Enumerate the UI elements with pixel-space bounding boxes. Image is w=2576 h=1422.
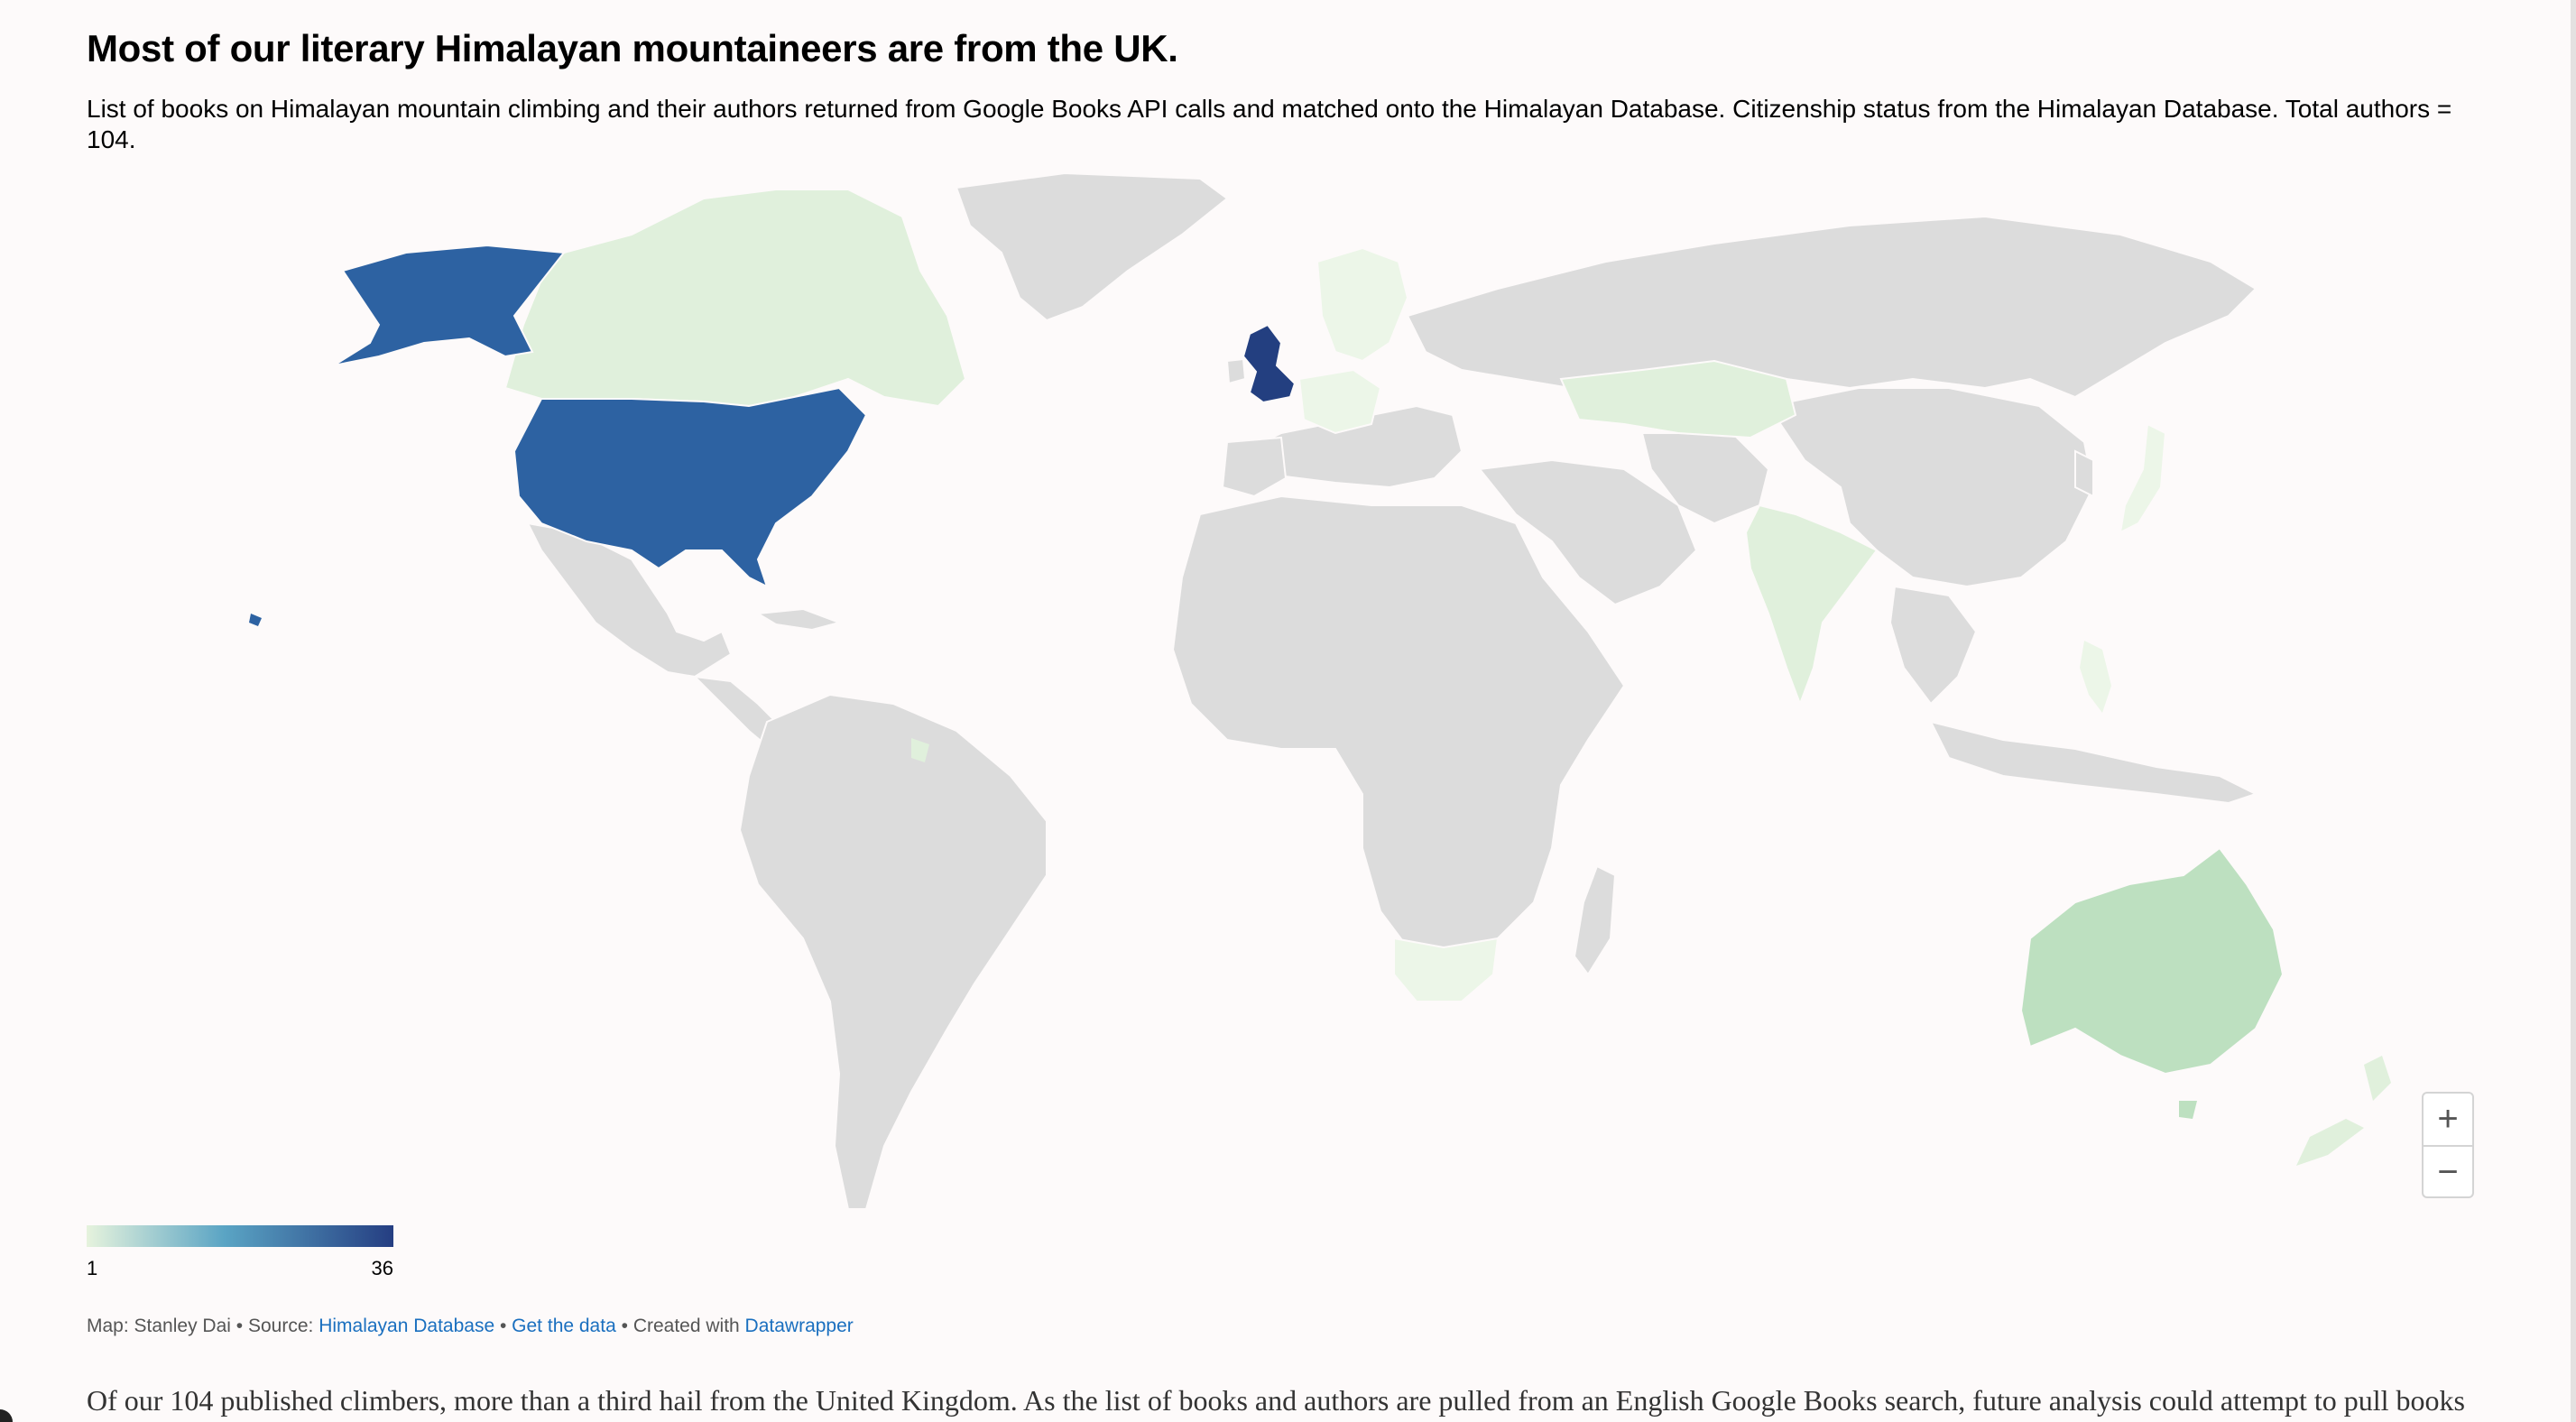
region-africa: [1171, 494, 1626, 958]
region-mexico: [526, 522, 733, 679]
zoom-out-button[interactable]: −: [2424, 1145, 2472, 1198]
region-philippines: [2080, 641, 2111, 713]
region-canada: [503, 189, 967, 408]
region-iberia: [1221, 436, 1288, 498]
region-cuba: [754, 607, 843, 632]
region-korea: [2074, 449, 2094, 498]
region-australia: [2019, 846, 2285, 1076]
region-india: [1744, 503, 1879, 706]
region-greenland: [955, 171, 1229, 322]
region-china: [1767, 387, 2095, 588]
region-alaska: [333, 244, 566, 366]
region-japan: [2119, 422, 2167, 534]
region-tasmania: [2179, 1101, 2197, 1119]
source-prefix: Source:: [247, 1316, 314, 1336]
datawrapper-link[interactable]: Datawrapper: [744, 1316, 854, 1336]
region-usa: [512, 386, 868, 588]
legend-max-label: 36: [371, 1257, 393, 1279]
region-middle-east: [1478, 458, 1698, 606]
footer-separator: •: [235, 1316, 244, 1336]
region-scandinavia: [1316, 246, 1409, 363]
region-hawaii: [249, 614, 262, 626]
article-body-text: Of our 104 published climbers, more than…: [87, 1384, 2465, 1417]
region-central-asia: [1640, 432, 1770, 525]
legend-gradient: [87, 1225, 393, 1247]
footer-separator: •: [621, 1316, 628, 1336]
footer-separator: •: [499, 1316, 507, 1336]
chart-description: List of books on Himalayan mountain clim…: [87, 95, 2452, 153]
created-with-prefix: Created with: [632, 1316, 740, 1336]
region-kazakhstan: [1559, 359, 1797, 439]
color-legend: 1 36: [87, 1225, 393, 1284]
region-uk: [1242, 323, 1297, 404]
region-new-zealand: [2296, 1056, 2391, 1166]
get-data-link[interactable]: Get the data: [512, 1316, 616, 1336]
region-madagascar: [1573, 864, 1617, 976]
window-corner: [0, 1409, 13, 1422]
chart-footer: Map: Stanley Dai • Source: Himalayan Dat…: [87, 1316, 854, 1337]
region-south-america: [738, 693, 1048, 1210]
window-edge: [2571, 0, 2576, 1422]
zoom-in-button[interactable]: +: [2437, 1099, 2459, 1139]
source-link[interactable]: Himalayan Database: [319, 1316, 495, 1336]
region-southeast-asia: [1888, 585, 1978, 706]
region-ireland: [1225, 357, 1247, 385]
world-map[interactable]: [0, 162, 2576, 1227]
region-central-europe: [1297, 368, 1382, 435]
map-credit: Map: Stanley Dai: [87, 1316, 231, 1336]
zoom-control: + −: [2422, 1092, 2474, 1198]
region-guyana: [911, 738, 929, 762]
region-indonesia: [1929, 720, 2258, 805]
legend-min-label: 1: [87, 1257, 98, 1279]
region-south-africa: [1393, 937, 1500, 1002]
chart-title: Most of our literary Himalayan mountaine…: [87, 27, 1178, 69]
region-russia: [1406, 215, 2257, 399]
